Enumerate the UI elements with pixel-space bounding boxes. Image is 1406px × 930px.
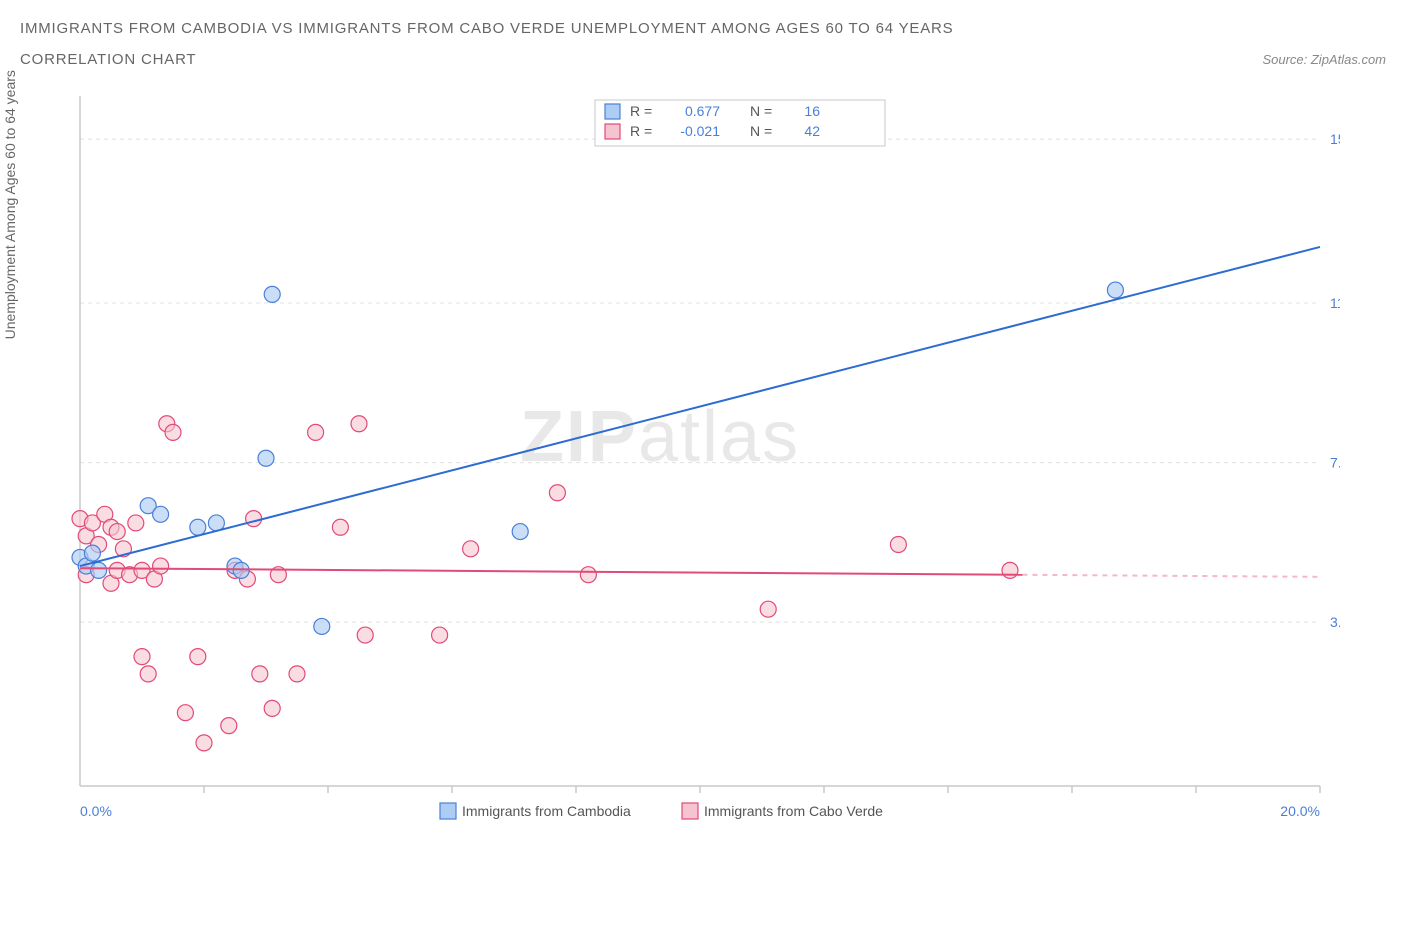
stat-swatch-caboverde xyxy=(605,124,620,139)
title-block: IMMIGRANTS FROM CAMBODIA VS IMMIGRANTS F… xyxy=(20,20,1386,68)
data-point-caboverde xyxy=(190,649,206,665)
data-point-caboverde xyxy=(357,627,373,643)
data-point-caboverde xyxy=(308,424,324,440)
y-tick-label: 7.5% xyxy=(1330,455,1340,471)
data-point-cambodia xyxy=(1107,282,1123,298)
x-range-label: 0.0% xyxy=(80,803,112,819)
data-point-caboverde xyxy=(580,567,596,583)
data-point-caboverde xyxy=(463,541,479,557)
data-point-caboverde xyxy=(140,666,156,682)
data-point-caboverde xyxy=(264,700,280,716)
data-point-cambodia xyxy=(258,450,274,466)
data-point-caboverde xyxy=(109,524,125,540)
stat-n-label: N = xyxy=(750,103,772,119)
watermark: ZIPatlas xyxy=(520,397,800,477)
legend-swatch-caboverde xyxy=(682,803,698,819)
data-point-caboverde xyxy=(196,735,212,751)
data-point-caboverde xyxy=(153,558,169,574)
x-range-label: 20.0% xyxy=(1280,803,1320,819)
subtitle-row: CORRELATION CHART Source: ZipAtlas.com xyxy=(20,51,1386,68)
data-point-caboverde xyxy=(165,424,181,440)
stat-n-value-caboverde: 42 xyxy=(804,123,820,139)
stat-n-value-cambodia: 16 xyxy=(804,103,820,119)
data-point-cambodia xyxy=(264,286,280,302)
stat-r-label: R = xyxy=(630,103,652,119)
data-point-caboverde xyxy=(1002,562,1018,578)
data-point-cambodia xyxy=(84,545,100,561)
data-point-caboverde xyxy=(549,485,565,501)
chart-container: Unemployment Among Ages 60 to 64 years Z… xyxy=(20,86,1386,846)
trend-line-ext-caboverde xyxy=(1022,575,1320,577)
data-point-caboverde xyxy=(351,416,367,432)
legend-label-caboverde: Immigrants from Cabo Verde xyxy=(704,803,883,819)
data-point-caboverde xyxy=(246,511,262,527)
data-point-caboverde xyxy=(221,718,237,734)
legend-label-cambodia: Immigrants from Cambodia xyxy=(462,803,631,819)
stat-r-label: R = xyxy=(630,123,652,139)
stat-r-value-caboverde: -0.021 xyxy=(680,123,720,139)
data-point-caboverde xyxy=(134,649,150,665)
stat-n-label: N = xyxy=(750,123,772,139)
data-point-caboverde xyxy=(252,666,268,682)
data-point-caboverde xyxy=(177,705,193,721)
y-tick-label: 11.2% xyxy=(1330,295,1340,311)
trend-line-caboverde xyxy=(80,568,1022,575)
data-point-caboverde xyxy=(128,515,144,531)
stat-swatch-cambodia xyxy=(605,104,620,119)
data-point-cambodia xyxy=(190,519,206,535)
y-tick-label: 15.0% xyxy=(1330,131,1340,147)
data-point-caboverde xyxy=(289,666,305,682)
source-label: Source: ZipAtlas.com xyxy=(1262,52,1386,67)
data-point-cambodia xyxy=(314,618,330,634)
data-point-cambodia xyxy=(512,524,528,540)
data-point-caboverde xyxy=(432,627,448,643)
data-point-caboverde xyxy=(890,537,906,553)
data-point-cambodia xyxy=(91,562,107,578)
correlation-scatter-chart: ZIPatlas 3.8% 7.5% 11.2% 15.0% 0.0% 20.0% Immig… xyxy=(20,86,1340,846)
legend-swatch-cambodia xyxy=(440,803,456,819)
stat-r-value-cambodia: 0.677 xyxy=(685,103,720,119)
data-point-cambodia xyxy=(153,506,169,522)
data-point-caboverde xyxy=(332,519,348,535)
y-tick-label: 3.8% xyxy=(1330,614,1340,630)
y-axis-label: Unemployment Among Ages 60 to 64 years xyxy=(2,70,18,339)
bottom-legend: Immigrants from Cambodia Immigrants from … xyxy=(440,803,883,819)
chart-subtitle: CORRELATION CHART xyxy=(20,51,196,68)
data-point-caboverde xyxy=(760,601,776,617)
chart-title: IMMIGRANTS FROM CAMBODIA VS IMMIGRANTS F… xyxy=(20,20,1386,37)
